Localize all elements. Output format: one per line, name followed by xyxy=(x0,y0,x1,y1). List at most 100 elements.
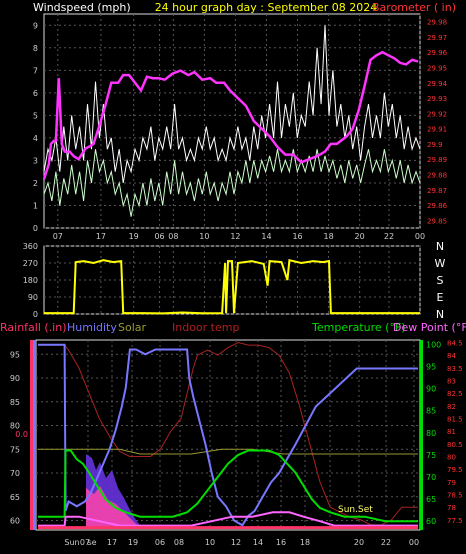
direction-ytick: 270 xyxy=(23,259,38,268)
wind-plot-frame xyxy=(43,13,421,229)
direction-ytick: 90 xyxy=(28,293,38,302)
indoor-ytick: 84.5 xyxy=(447,340,463,348)
barometer-ytick: 29.93 xyxy=(427,95,447,103)
wind-ytick-left: 8 xyxy=(33,44,38,53)
temperature-axis-bar xyxy=(420,340,423,530)
wind-ylabel: Windspeed (mph) xyxy=(33,1,131,14)
indoor-ytick: 84 xyxy=(447,352,456,360)
temperature-ytick: 95 xyxy=(426,363,436,372)
wind-avg-series xyxy=(43,149,421,217)
direction-ytick: 0 xyxy=(33,310,38,319)
indoor-ytick: 81 xyxy=(447,428,456,436)
compass-tick: E xyxy=(437,291,444,304)
barometer-ytick: 29.87 xyxy=(427,187,447,195)
barometer-ytick: 29.96 xyxy=(427,49,448,57)
indoor-ytick: 83.5 xyxy=(447,365,463,373)
temp-xtick: 06 xyxy=(155,538,165,547)
barometer-ytick: 29.94 xyxy=(427,80,448,88)
barometer-ytick: 29.89 xyxy=(427,156,447,164)
wind-xtick: 18 xyxy=(323,232,333,241)
temp-xtick: 08 xyxy=(174,538,184,547)
wind-xtick: 14 xyxy=(261,232,271,241)
wind-xtick: 22 xyxy=(384,232,394,241)
temperature-ytick: 75 xyxy=(426,451,436,460)
indoor-ytick: 78 xyxy=(447,504,456,512)
temp-xtick: 00 xyxy=(409,538,419,547)
wind-xtick: 07 xyxy=(53,232,63,241)
barometer-ytick: 29.92 xyxy=(427,110,447,118)
wind-xtick: 19 xyxy=(129,232,139,241)
humidity-ytick: 95 xyxy=(10,350,20,359)
wind-xtick: 10 xyxy=(199,232,209,241)
temperature-ytick: 80 xyxy=(426,429,436,438)
legend-item: Temperature (°F) xyxy=(311,321,406,334)
indoor-ytick: 79.5 xyxy=(447,466,463,474)
direction-ytick: 180 xyxy=(23,276,38,285)
wind-ytick-left: 5 xyxy=(33,111,38,120)
temp-xtick: 22 xyxy=(381,538,391,547)
temp-xtick: Sun xyxy=(64,538,79,547)
temp-xtick: 12 xyxy=(231,538,241,547)
barometer-ytick: 29.91 xyxy=(427,126,447,134)
temperature-ytick: 85 xyxy=(426,407,436,416)
barometer-ytick: 29.98 xyxy=(427,19,447,27)
wind-panel: Windspeed (mph) 24 hour graph day : Sept… xyxy=(33,1,456,241)
wind-xtick: 20 xyxy=(355,232,365,241)
temperature-ytick: 65 xyxy=(426,495,436,504)
temp-xtick: 19 xyxy=(128,538,138,547)
temp-xtick: 10 xyxy=(205,538,215,547)
humidity-ytick: 65 xyxy=(10,493,20,502)
wind-ytick-left: 3 xyxy=(33,156,38,165)
indoor-ytick: 82.5 xyxy=(447,390,463,398)
wind-xtick: 06 xyxy=(154,232,164,241)
temperature-ytick: 90 xyxy=(426,385,436,394)
temperature-ytick: 60 xyxy=(426,517,436,526)
legend-item: Rainfall (.in) xyxy=(0,321,67,334)
indoor-ytick: 78.5 xyxy=(447,492,463,500)
humidity-axis-bar xyxy=(33,340,36,530)
compass-tick: N xyxy=(436,240,444,253)
dewpoint-series xyxy=(38,511,418,527)
temp-xtick: 18 xyxy=(300,538,310,547)
direction-ytick: 360 xyxy=(23,242,38,251)
barometer-ytick: 29.95 xyxy=(427,65,447,73)
wind-ytick-left: 4 xyxy=(33,134,38,143)
temperature-ytick: 70 xyxy=(426,473,436,482)
temp-xtick: 17 xyxy=(107,538,117,547)
temp-xtick: 14 xyxy=(253,538,263,547)
indoor-ytick: 80 xyxy=(447,454,456,462)
wind-xtick: 12 xyxy=(230,232,240,241)
indoor-ytick: 82 xyxy=(447,403,456,411)
humidity-ytick: 75 xyxy=(10,445,20,454)
compass-tick: S xyxy=(437,274,444,287)
temp-xtick: 16 xyxy=(276,538,286,547)
indoor-ytick: 80.5 xyxy=(447,441,463,449)
wind-ytick-left: 2 xyxy=(33,179,38,188)
humidity-ytick: 80 xyxy=(10,422,20,431)
wind-gust-series xyxy=(43,25,421,183)
direction-series xyxy=(44,258,420,315)
sunset-annotation: Sun.Set xyxy=(338,505,373,515)
humidity-ytick: 90 xyxy=(10,374,20,383)
barometer-series xyxy=(42,50,419,180)
legend-item: Solar xyxy=(118,321,147,334)
temperature-ytick: 100 xyxy=(426,340,441,349)
legend-item: Indoor temp xyxy=(172,321,239,334)
barometer-ytick: 29.9 xyxy=(427,141,443,149)
temp-xtick: 20 xyxy=(354,538,364,547)
compass-tick: N xyxy=(436,308,444,321)
wind-xtick: 00 xyxy=(415,232,425,241)
barometer-ytick: 29.85 xyxy=(427,217,447,225)
rain-tick: 0.0 xyxy=(15,430,28,439)
humidity-ytick: 60 xyxy=(10,517,20,526)
barometer-ytick: 29.97 xyxy=(427,34,447,42)
indoor-ytick: 81.5 xyxy=(447,416,463,424)
barometer-ylabel: Barometer ( in) xyxy=(372,1,456,14)
legend-item: Humidity xyxy=(67,321,117,334)
wind-ytick-left: 6 xyxy=(33,89,38,98)
temperature-series xyxy=(38,449,418,523)
barometer-ytick: 29.88 xyxy=(427,172,447,180)
humidity-series xyxy=(38,343,418,527)
wind-xtick: 16 xyxy=(292,232,302,241)
